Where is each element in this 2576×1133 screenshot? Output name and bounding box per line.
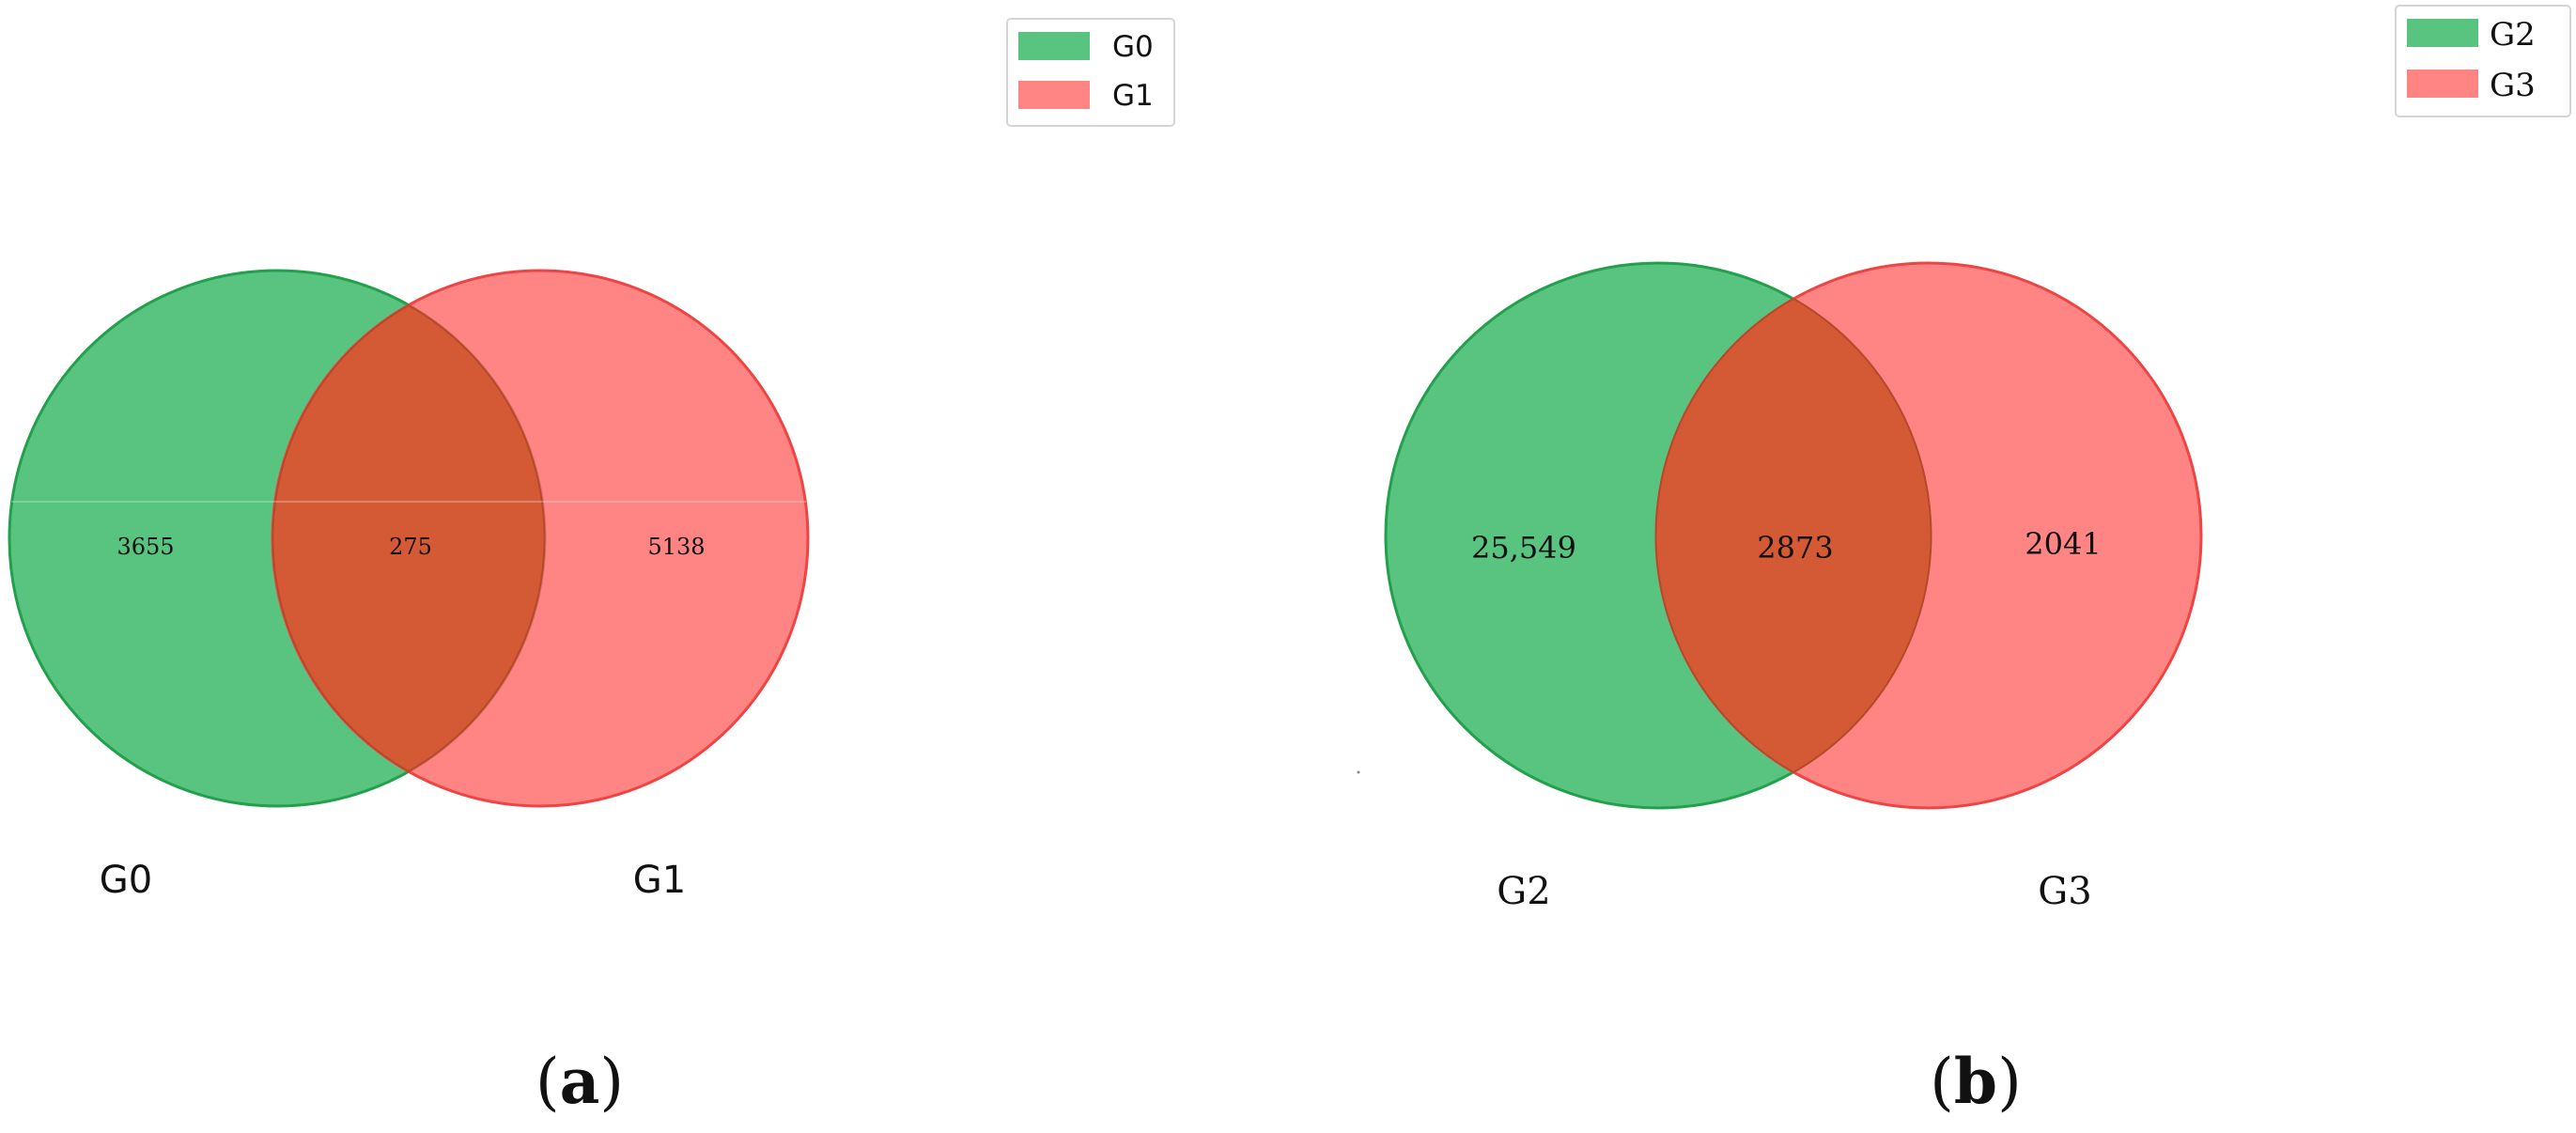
panel-b-caption: (b) [1930,1045,2022,1118]
legend-b: G2 G3 [2395,5,2571,117]
legend-a-label-1: G0 [1112,30,1154,64]
legend-a: G0 G1 [1006,18,1175,127]
panel-b-paren-open: ( [1930,1046,1954,1118]
venn-a-overlap [272,303,546,773]
panel-a-letter: a [560,1045,600,1118]
venn-a-region-only-g1: 5138 [647,534,705,560]
venn-b-speck [1357,770,1360,774]
venn-a-region-overlap: 275 [389,534,432,560]
panel-a-caption: (a) [535,1045,624,1118]
svg-text:(b): (b) [1930,1045,2022,1118]
panel-a-paren-open: ( [535,1046,560,1118]
venn-a-region-only-g0: 3655 [116,534,174,560]
panel-a-paren-close: ) [599,1046,624,1118]
legend-b-swatch-1 [2407,19,2478,47]
venn-b-region-only-g2: 25,549 [1471,530,1576,566]
venn-panel-a: G0 G1 3655 275 5138 G0 G1 (a) [8,18,1175,1118]
svg-text:(a): (a) [535,1045,624,1118]
panel-b-letter: b [1954,1045,1997,1118]
legend-a-label-2: G1 [1112,79,1154,113]
legend-a-swatch-2 [1018,81,1090,109]
venn-b-set-label-g3: G3 [2038,870,2091,913]
venn-b-region-only-g3: 2041 [2025,526,2101,562]
panel-b-paren-close: ) [1997,1046,2022,1118]
legend-a-swatch-1 [1018,32,1090,60]
venn-b-region-overlap: 2873 [1757,530,1833,566]
legend-b-swatch-2 [2407,70,2478,98]
venn-panel-b: G2 G3 25,549 2873 2041 G2 G3 (b) [1357,5,2571,1118]
venn-a-set-label-g0: G0 [100,859,152,902]
venn-b-overlap [1654,297,1932,774]
venn-b-set-label-g2: G2 [1497,870,1550,913]
legend-b-label-2: G3 [2490,67,2536,104]
venn-a-set-label-g1: G1 [633,859,686,902]
legend-b-label-1: G2 [2490,16,2536,54]
